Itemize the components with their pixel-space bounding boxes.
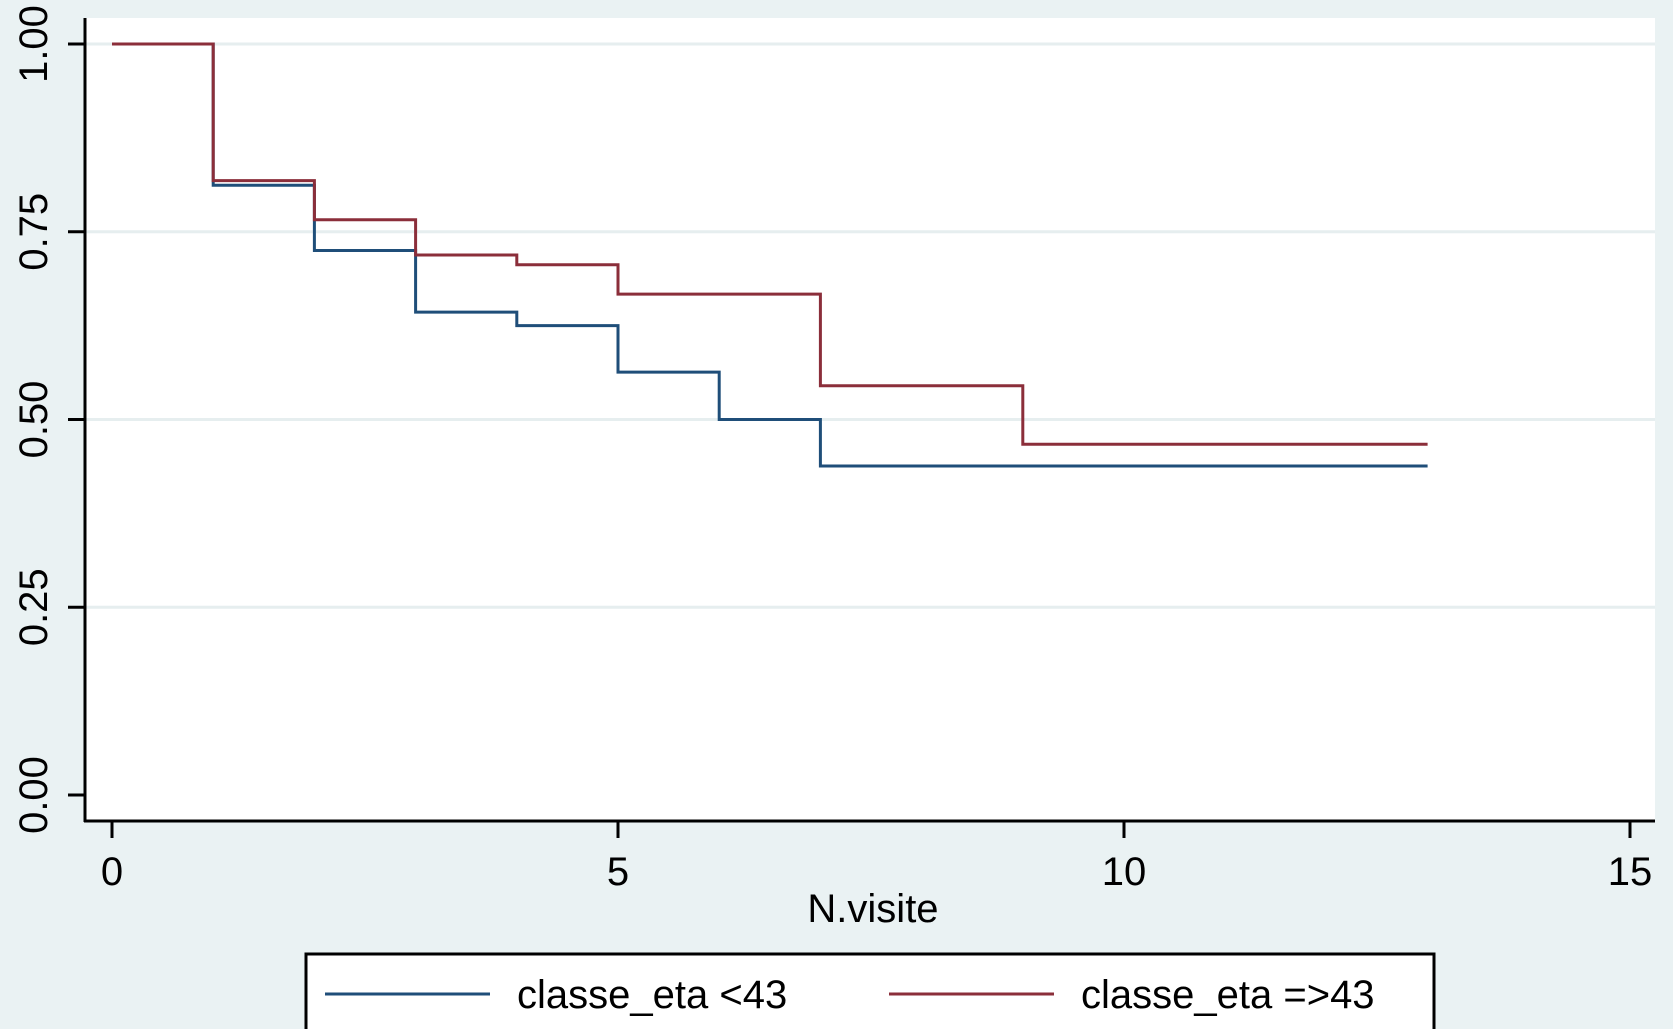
legend: classe_eta <43 classe_eta =>43 xyxy=(304,952,1436,1029)
y-tick-label: 0.25 xyxy=(12,568,56,646)
legend-label-1: classe_eta <43 xyxy=(517,973,787,1017)
y-tick-label: 0.75 xyxy=(12,193,56,271)
x-tick-label: 0 xyxy=(101,850,123,894)
x-axis-title: N.visite xyxy=(807,887,938,931)
series-group xyxy=(112,42,1428,468)
legend-box xyxy=(304,952,1436,1029)
y-tick-label: 0.50 xyxy=(12,381,56,459)
grid-lines xyxy=(85,42,1655,609)
series-line-1 xyxy=(112,42,1428,468)
x-tick-label: 15 xyxy=(1608,850,1653,894)
legend-label-2: classe_eta =>43 xyxy=(1081,973,1375,1017)
x-tick-label: 5 xyxy=(607,850,629,894)
y-tick-label: 0.00 xyxy=(12,756,56,834)
series-line-2 xyxy=(112,42,1428,446)
axes: 0.00 0.25 0.50 0.75 1.00 0 5 10 15 xyxy=(12,5,1655,894)
x-tick-label: 10 xyxy=(1102,850,1147,894)
y-tick-label: 1.00 xyxy=(12,5,56,83)
